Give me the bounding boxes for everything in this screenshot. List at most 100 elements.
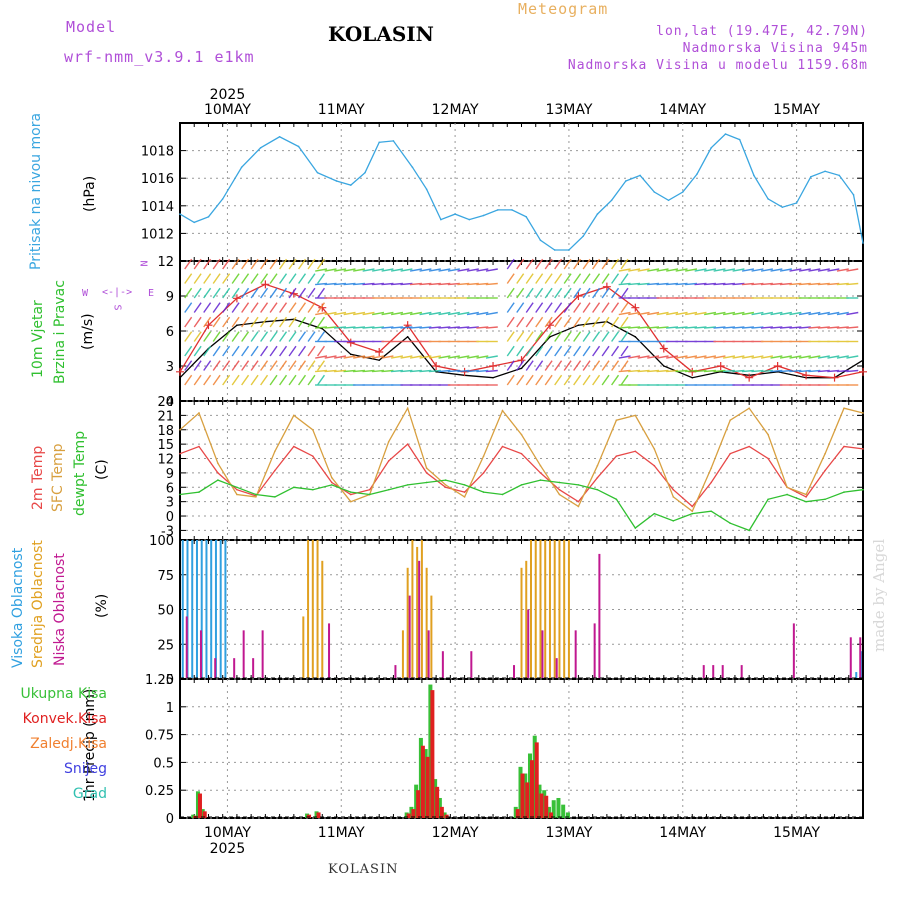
bar-high_cloud bbox=[186, 540, 189, 679]
bar-conv_precip bbox=[416, 790, 421, 818]
bar-high_cloud bbox=[205, 540, 208, 679]
gust-point bbox=[859, 367, 867, 376]
bar-mid_cloud bbox=[406, 567, 409, 679]
wind-barb bbox=[817, 268, 830, 272]
wind-barb bbox=[485, 355, 498, 359]
wind-barb bbox=[647, 355, 660, 359]
wind-barb bbox=[400, 311, 413, 316]
series-dewpt-point bbox=[217, 479, 219, 481]
series-wind_speed-point bbox=[321, 327, 324, 330]
series-dewpt-point bbox=[558, 481, 561, 484]
wind-barb bbox=[808, 311, 821, 316]
wind-barb bbox=[184, 374, 193, 386]
wind-barb bbox=[298, 360, 307, 371]
wind-barb bbox=[789, 326, 802, 329]
series-dewpt-point bbox=[520, 484, 523, 486]
wind-barb bbox=[362, 282, 375, 286]
wind-barb bbox=[241, 345, 250, 357]
wind-barb bbox=[582, 273, 591, 284]
wind-barb bbox=[741, 355, 755, 359]
series-dewpt-point bbox=[596, 488, 599, 491]
series-pressure-point bbox=[411, 166, 414, 168]
wind-barb bbox=[760, 282, 773, 286]
bar-low_cloud bbox=[702, 665, 705, 679]
bar-mid_cloud bbox=[411, 540, 414, 679]
wind-barb bbox=[307, 273, 316, 284]
wind-barb bbox=[447, 326, 460, 329]
wind-barb bbox=[334, 311, 347, 316]
series-pressure-point bbox=[753, 174, 755, 177]
wind-barb bbox=[203, 345, 212, 357]
series-pressure-point bbox=[639, 174, 641, 177]
wind-barb bbox=[620, 360, 629, 371]
bar-low_cloud bbox=[574, 630, 577, 679]
wind-barb bbox=[751, 326, 764, 329]
gust-point bbox=[232, 294, 241, 303]
wind-barb bbox=[722, 369, 735, 373]
series-temp-point bbox=[444, 486, 447, 489]
wind-barb bbox=[751, 311, 764, 316]
bar-mid_cloud bbox=[321, 560, 324, 679]
series-sfc_temp-point bbox=[463, 496, 466, 498]
series-pressure-point bbox=[525, 216, 528, 218]
wind-barb bbox=[732, 268, 745, 272]
series-dewpt-point bbox=[312, 488, 314, 491]
y-tick-label: 0.5 bbox=[153, 756, 174, 771]
wind-barb bbox=[506, 316, 515, 328]
wind-barb bbox=[241, 316, 250, 328]
wind-barb bbox=[269, 273, 278, 284]
series-temp-point bbox=[767, 457, 769, 460]
wind-barb bbox=[279, 287, 288, 299]
wind-barb bbox=[846, 355, 859, 359]
wind-barb bbox=[656, 282, 669, 286]
wind-barb bbox=[353, 355, 366, 359]
bar-low_cloud bbox=[513, 665, 516, 679]
wind-barb bbox=[428, 282, 441, 286]
series-pressure-point bbox=[259, 147, 262, 149]
wind-barb bbox=[675, 282, 688, 286]
wind-barb bbox=[315, 369, 328, 373]
series-dewpt-point bbox=[198, 491, 200, 493]
y-tick-label: 0 bbox=[166, 812, 174, 827]
wind-barb bbox=[798, 369, 811, 373]
wind-barb bbox=[732, 355, 745, 359]
series-temp-point bbox=[539, 472, 542, 474]
bar-high_cloud bbox=[191, 540, 194, 679]
wind-barb bbox=[212, 374, 221, 386]
series-dewpt-point bbox=[349, 491, 352, 493]
series-dewpt-point bbox=[482, 491, 485, 493]
legend-froz-precip: Zaledj.Kisa bbox=[30, 736, 107, 752]
series-pressure-point bbox=[316, 171, 319, 174]
bar-low_cloud bbox=[792, 623, 795, 679]
wind-barb bbox=[601, 345, 610, 357]
gust-point bbox=[659, 344, 668, 353]
wind-barb bbox=[817, 311, 830, 316]
wind-barb bbox=[779, 355, 792, 359]
series-sfc_temp-point bbox=[349, 500, 352, 503]
series-pressure-point bbox=[335, 180, 338, 182]
wind-barb bbox=[704, 311, 717, 316]
wind-barb bbox=[457, 326, 470, 329]
wind-barb bbox=[554, 345, 563, 357]
series-dewpt-point bbox=[406, 484, 409, 486]
wind-barb bbox=[798, 282, 811, 286]
bar-low_cloud bbox=[328, 623, 331, 679]
bar-mid_cloud bbox=[544, 540, 547, 679]
wind-barb bbox=[315, 282, 328, 286]
top-date-label: 14MAY bbox=[659, 102, 706, 118]
series-temp-point bbox=[824, 469, 826, 472]
y-tick-label: 0.75 bbox=[145, 729, 174, 744]
series-temp-point bbox=[236, 488, 238, 491]
bar-total_precip bbox=[565, 812, 570, 818]
wind-barb bbox=[203, 273, 212, 284]
gust-point bbox=[716, 362, 725, 370]
bar-conv_precip bbox=[529, 760, 534, 818]
wind-barb bbox=[620, 316, 629, 328]
wind-barb bbox=[722, 282, 735, 286]
wind-barb bbox=[315, 268, 328, 272]
wind-barb bbox=[371, 369, 385, 373]
y-tick-label: 12 bbox=[157, 453, 174, 468]
bottom-date-label: 10MAY bbox=[204, 825, 251, 841]
wind-barb bbox=[250, 374, 259, 386]
series-dewpt-point bbox=[805, 500, 807, 503]
